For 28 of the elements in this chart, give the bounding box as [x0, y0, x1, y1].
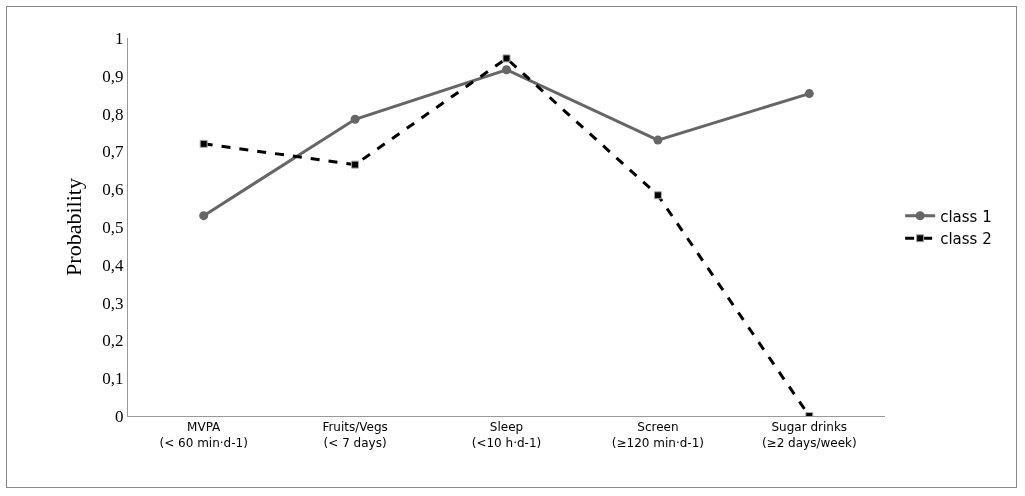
point	[502, 54, 511, 63]
x-tick-label: Fruits/Vegs (< 7 days)	[322, 420, 388, 450]
point	[502, 65, 511, 75]
point	[653, 191, 662, 200]
y-tick-label: 0,4	[102, 255, 125, 275]
y-tick-label: 0,2	[102, 331, 124, 351]
x-tick-label: Sugar drinks (≥2 days/week)	[761, 420, 857, 450]
y-tick-label: 0,7	[102, 142, 125, 162]
point	[199, 139, 208, 148]
x-tick-label: MVPA (< 60 min·d-1)	[159, 420, 248, 450]
point	[350, 114, 360, 124]
y-tick-label: 0,1	[102, 369, 124, 389]
y-tick-label: 0,3	[102, 293, 124, 313]
x-tick-label: Screen (≥120 min·d-1)	[611, 420, 704, 450]
y-tick-label: 0,9	[102, 66, 124, 86]
y-tick-label: 0,5	[102, 217, 124, 237]
y-tick-label: 0	[115, 406, 124, 426]
point	[351, 160, 360, 169]
point	[199, 211, 209, 221]
x-tick-label: Sleep (<10 h·d-1)	[471, 420, 542, 450]
y-tick-label: 1	[115, 28, 124, 48]
y-tick-label: 0,6	[102, 180, 124, 200]
point	[804, 89, 814, 99]
legend-label: class 1	[940, 207, 992, 226]
y-axis-title: Probability	[61, 178, 87, 276]
y-tick-label: 0,8	[102, 104, 124, 124]
legend-label: class 2	[940, 230, 992, 249]
point	[653, 135, 663, 145]
